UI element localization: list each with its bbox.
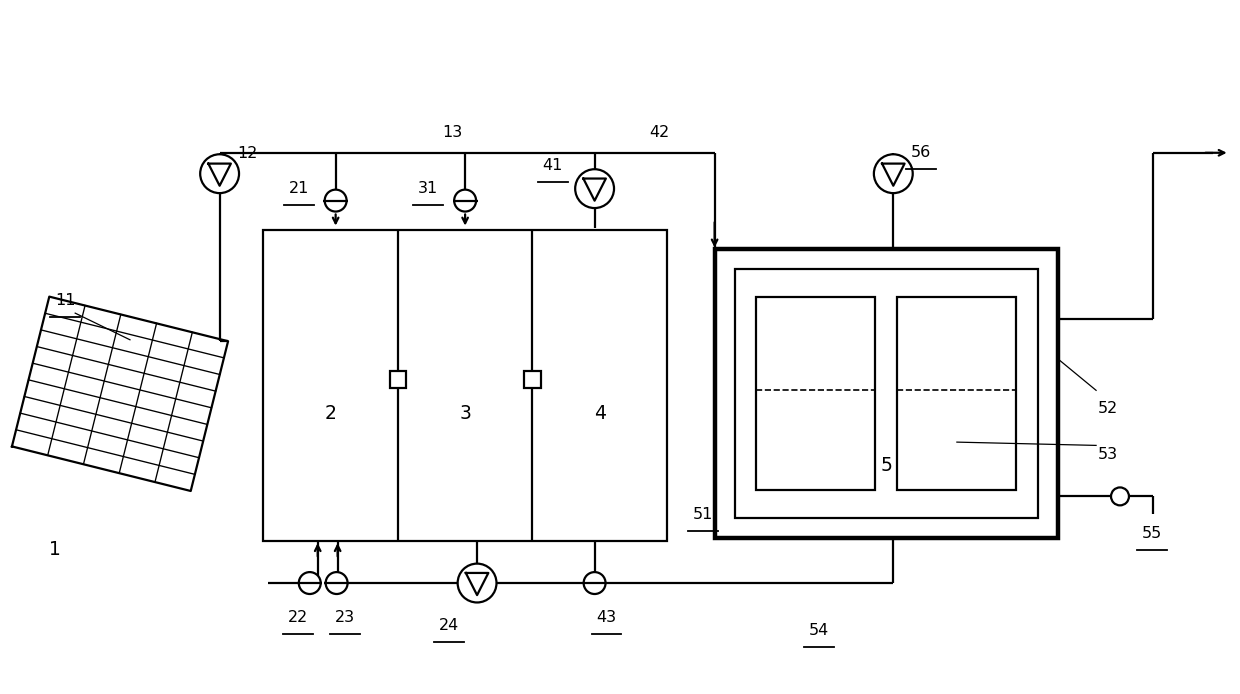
Bar	[389, 371, 407, 388]
Text: 12: 12	[237, 146, 258, 161]
Circle shape	[584, 572, 605, 594]
Text: 51: 51	[692, 507, 713, 523]
Text: 23: 23	[335, 610, 355, 625]
Text: 41: 41	[543, 158, 563, 173]
Text: 54: 54	[808, 623, 828, 638]
Circle shape	[299, 572, 321, 594]
Text: 5: 5	[880, 456, 893, 475]
Circle shape	[575, 169, 614, 208]
Text: 52: 52	[1099, 401, 1118, 416]
Circle shape	[326, 572, 347, 594]
Text: 53: 53	[1099, 448, 1118, 462]
Text: 1: 1	[50, 540, 61, 559]
Text: 24: 24	[439, 618, 459, 633]
Circle shape	[458, 564, 496, 602]
Circle shape	[454, 189, 476, 212]
Text: 2: 2	[325, 404, 336, 423]
Text: 43: 43	[596, 610, 616, 625]
Circle shape	[200, 154, 239, 193]
Bar	[898, 297, 1017, 491]
Circle shape	[1111, 487, 1128, 505]
Text: 42: 42	[650, 125, 670, 139]
Text: 4: 4	[594, 404, 605, 423]
Text: 56: 56	[911, 145, 931, 160]
Text: 11: 11	[55, 293, 76, 308]
Text: 13: 13	[443, 125, 463, 139]
Bar	[263, 230, 667, 541]
Text: 31: 31	[418, 180, 439, 196]
Circle shape	[325, 189, 347, 212]
Bar	[756, 297, 875, 491]
Text: 22: 22	[288, 610, 308, 625]
Text: 3: 3	[459, 404, 471, 423]
Bar	[734, 269, 1038, 518]
Circle shape	[874, 154, 913, 193]
Text: 21: 21	[289, 180, 309, 196]
Bar	[525, 371, 541, 388]
Bar	[714, 249, 1058, 539]
Text: 55: 55	[1142, 526, 1162, 541]
